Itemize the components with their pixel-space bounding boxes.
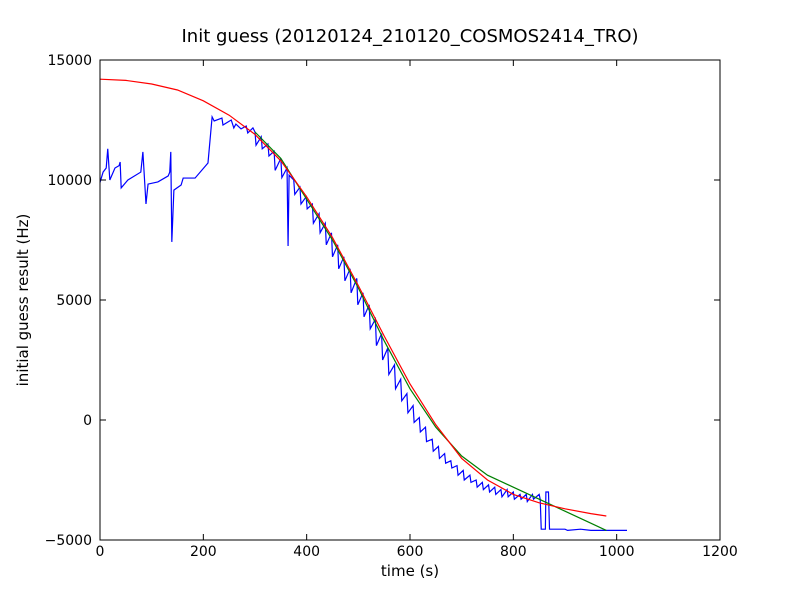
- y-tick-label: 0: [83, 413, 92, 429]
- x-tick-label: 800: [500, 544, 527, 560]
- y-tick-label: 15000: [47, 53, 92, 69]
- x-tick-label: 600: [397, 544, 424, 560]
- chart-title: Init guess (20120124_210120_COSMOS2414_T…: [181, 26, 638, 47]
- x-tick-label: 400: [293, 544, 320, 560]
- y-axis-label: initial guess result (Hz): [14, 214, 32, 387]
- data-line: [99, 114, 627, 532]
- y-tick-label: −5000: [45, 533, 92, 549]
- x-axis-label: time (s): [381, 562, 439, 580]
- x-tick-label: 1000: [599, 544, 635, 560]
- x-tick-label: 200: [190, 544, 217, 560]
- x-tick-label: 0: [96, 544, 105, 560]
- x-tick-label: 1200: [702, 544, 738, 560]
- y-tick-label: 5000: [56, 293, 92, 309]
- y-tick-label: 10000: [47, 173, 92, 189]
- data-line: [99, 78, 607, 517]
